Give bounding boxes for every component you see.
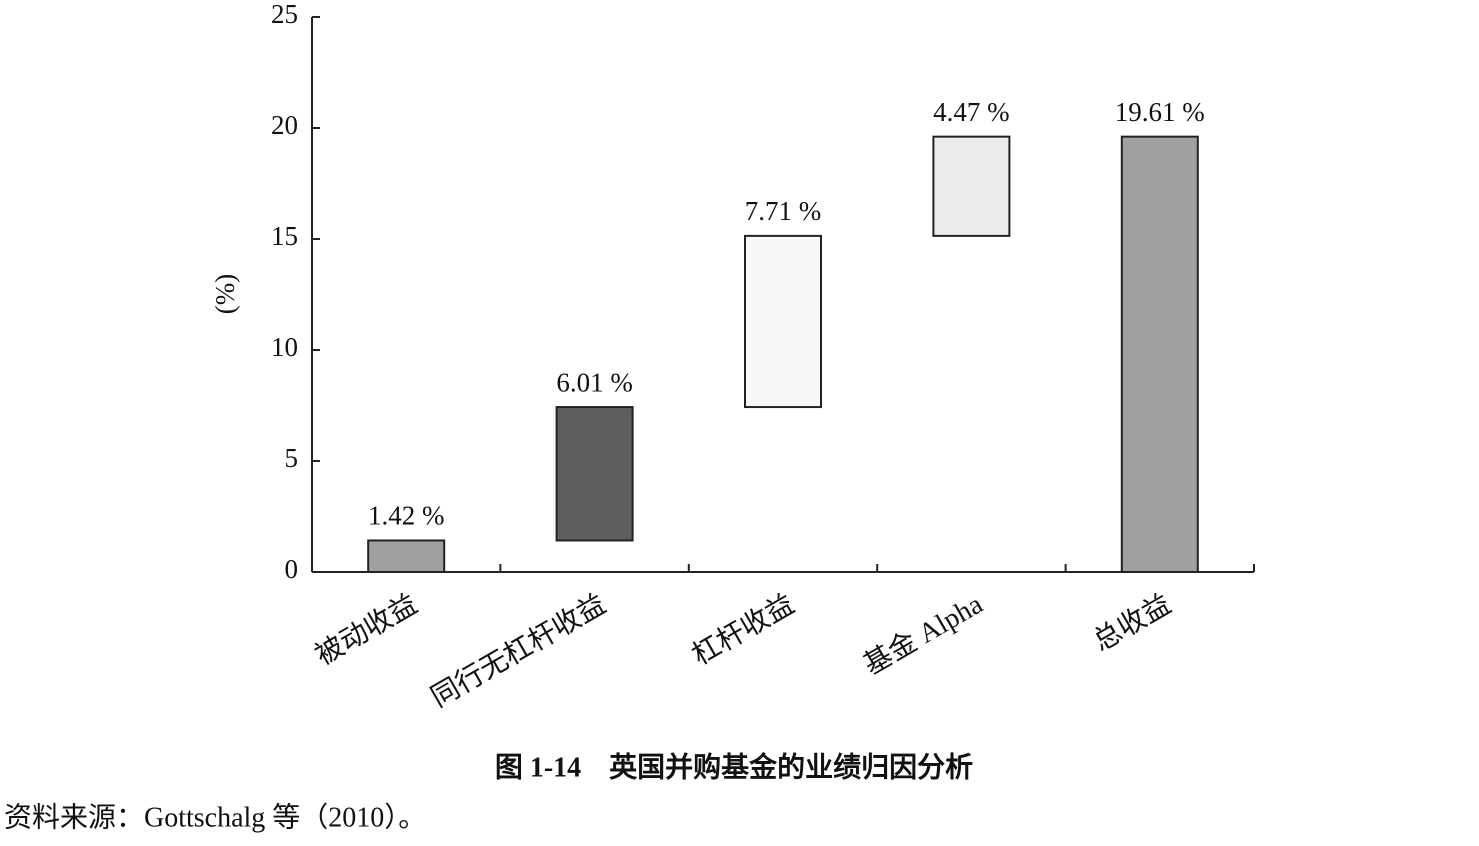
value-label: 6.01 % bbox=[556, 367, 633, 397]
value-label: 7.71 % bbox=[745, 196, 822, 226]
caption: 图 1-14 英国并购基金的业绩归因分析 bbox=[495, 750, 973, 783]
bar bbox=[555, 406, 634, 542]
bar bbox=[744, 234, 822, 409]
x-tick-label: 杠杆收益 bbox=[687, 588, 800, 672]
value-label: 4.47 % bbox=[933, 97, 1010, 127]
value-label: 19.61 % bbox=[1115, 97, 1205, 127]
x-tick-label: 同行无杠杆收益 bbox=[426, 588, 612, 714]
source-note: 资料来源：Gottschalg 等（2010）。 bbox=[4, 801, 426, 833]
y-tick-label: 5 bbox=[285, 443, 299, 473]
value-label: 1.42 % bbox=[368, 501, 445, 531]
y-tick-label: 15 bbox=[271, 221, 298, 251]
y-tick-label: 25 bbox=[271, 0, 298, 29]
y-tick-label: 20 bbox=[271, 110, 298, 140]
y-tick-label: 0 bbox=[285, 554, 299, 584]
x-tick-label: 被动收益 bbox=[310, 588, 423, 672]
x-tick-label: 基金 Alpha bbox=[858, 588, 988, 682]
y-axis-label: (%) bbox=[210, 274, 240, 314]
bar bbox=[1120, 135, 1199, 574]
bar bbox=[367, 539, 446, 574]
bar bbox=[932, 135, 1011, 237]
x-tick-label: 总收益 bbox=[1088, 588, 1177, 658]
y-tick-label: 10 bbox=[271, 332, 298, 362]
